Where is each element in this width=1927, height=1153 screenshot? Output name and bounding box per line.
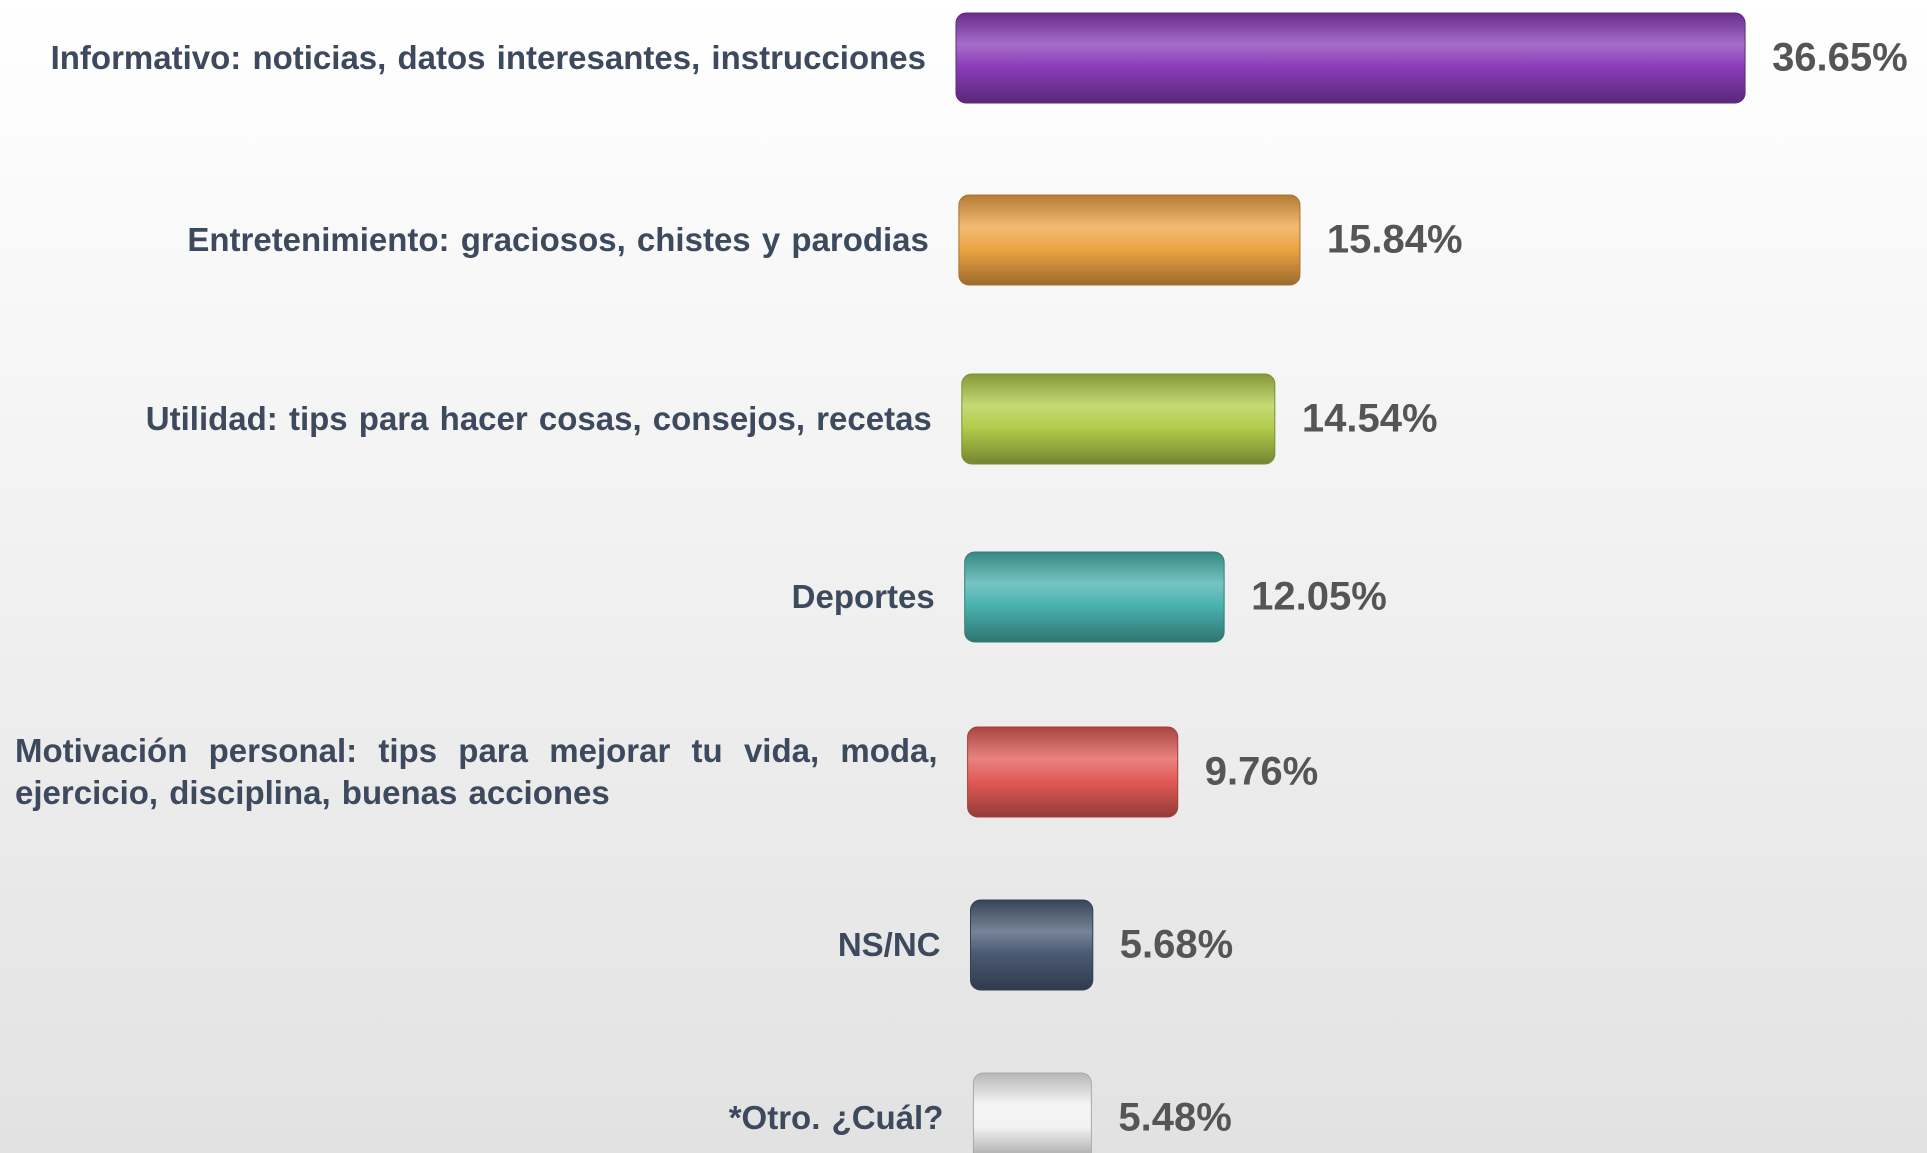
category-label: Utilidad: tips para hacer cosas, consejo… <box>145 400 932 437</box>
category-row: Deportes <box>15 576 935 618</box>
category-label: Informativo: noticias, datos interesante… <box>50 39 926 76</box>
bar <box>961 373 1276 465</box>
category-label: Entretenimiento: graciosos, chistes y pa… <box>187 221 929 258</box>
category-row: Motivación personal: tips para mejorar t… <box>15 730 938 814</box>
value-label: 5.68% <box>1120 923 1233 967</box>
bar <box>970 899 1094 991</box>
value-label: 12.05% <box>1251 575 1387 619</box>
category-row: Entretenimiento: graciosos, chistes y pa… <box>15 219 929 261</box>
bar <box>972 1072 1092 1153</box>
category-row: *Otro. ¿Cuál? <box>15 1097 944 1139</box>
value-label: 36.65% <box>1772 36 1908 80</box>
category-label: *Otro. ¿Cuál? <box>728 1099 944 1136</box>
value-label: 15.84% <box>1327 218 1463 262</box>
bar <box>967 726 1179 818</box>
bar <box>955 12 1746 104</box>
category-row: NS/NC <box>15 924 941 966</box>
bar <box>958 194 1301 286</box>
category-row: Informativo: noticias, datos interesante… <box>15 37 926 79</box>
category-label: Deportes <box>791 578 935 615</box>
category-label: NS/NC <box>837 926 941 963</box>
value-label: 5.48% <box>1118 1096 1231 1140</box>
category-row: Utilidad: tips para hacer cosas, consejo… <box>15 398 932 440</box>
category-label: Motivación personal: tips para mejorar t… <box>15 732 938 811</box>
value-label: 9.76% <box>1205 750 1318 794</box>
value-label: 14.54% <box>1302 397 1438 441</box>
bar <box>964 551 1225 643</box>
